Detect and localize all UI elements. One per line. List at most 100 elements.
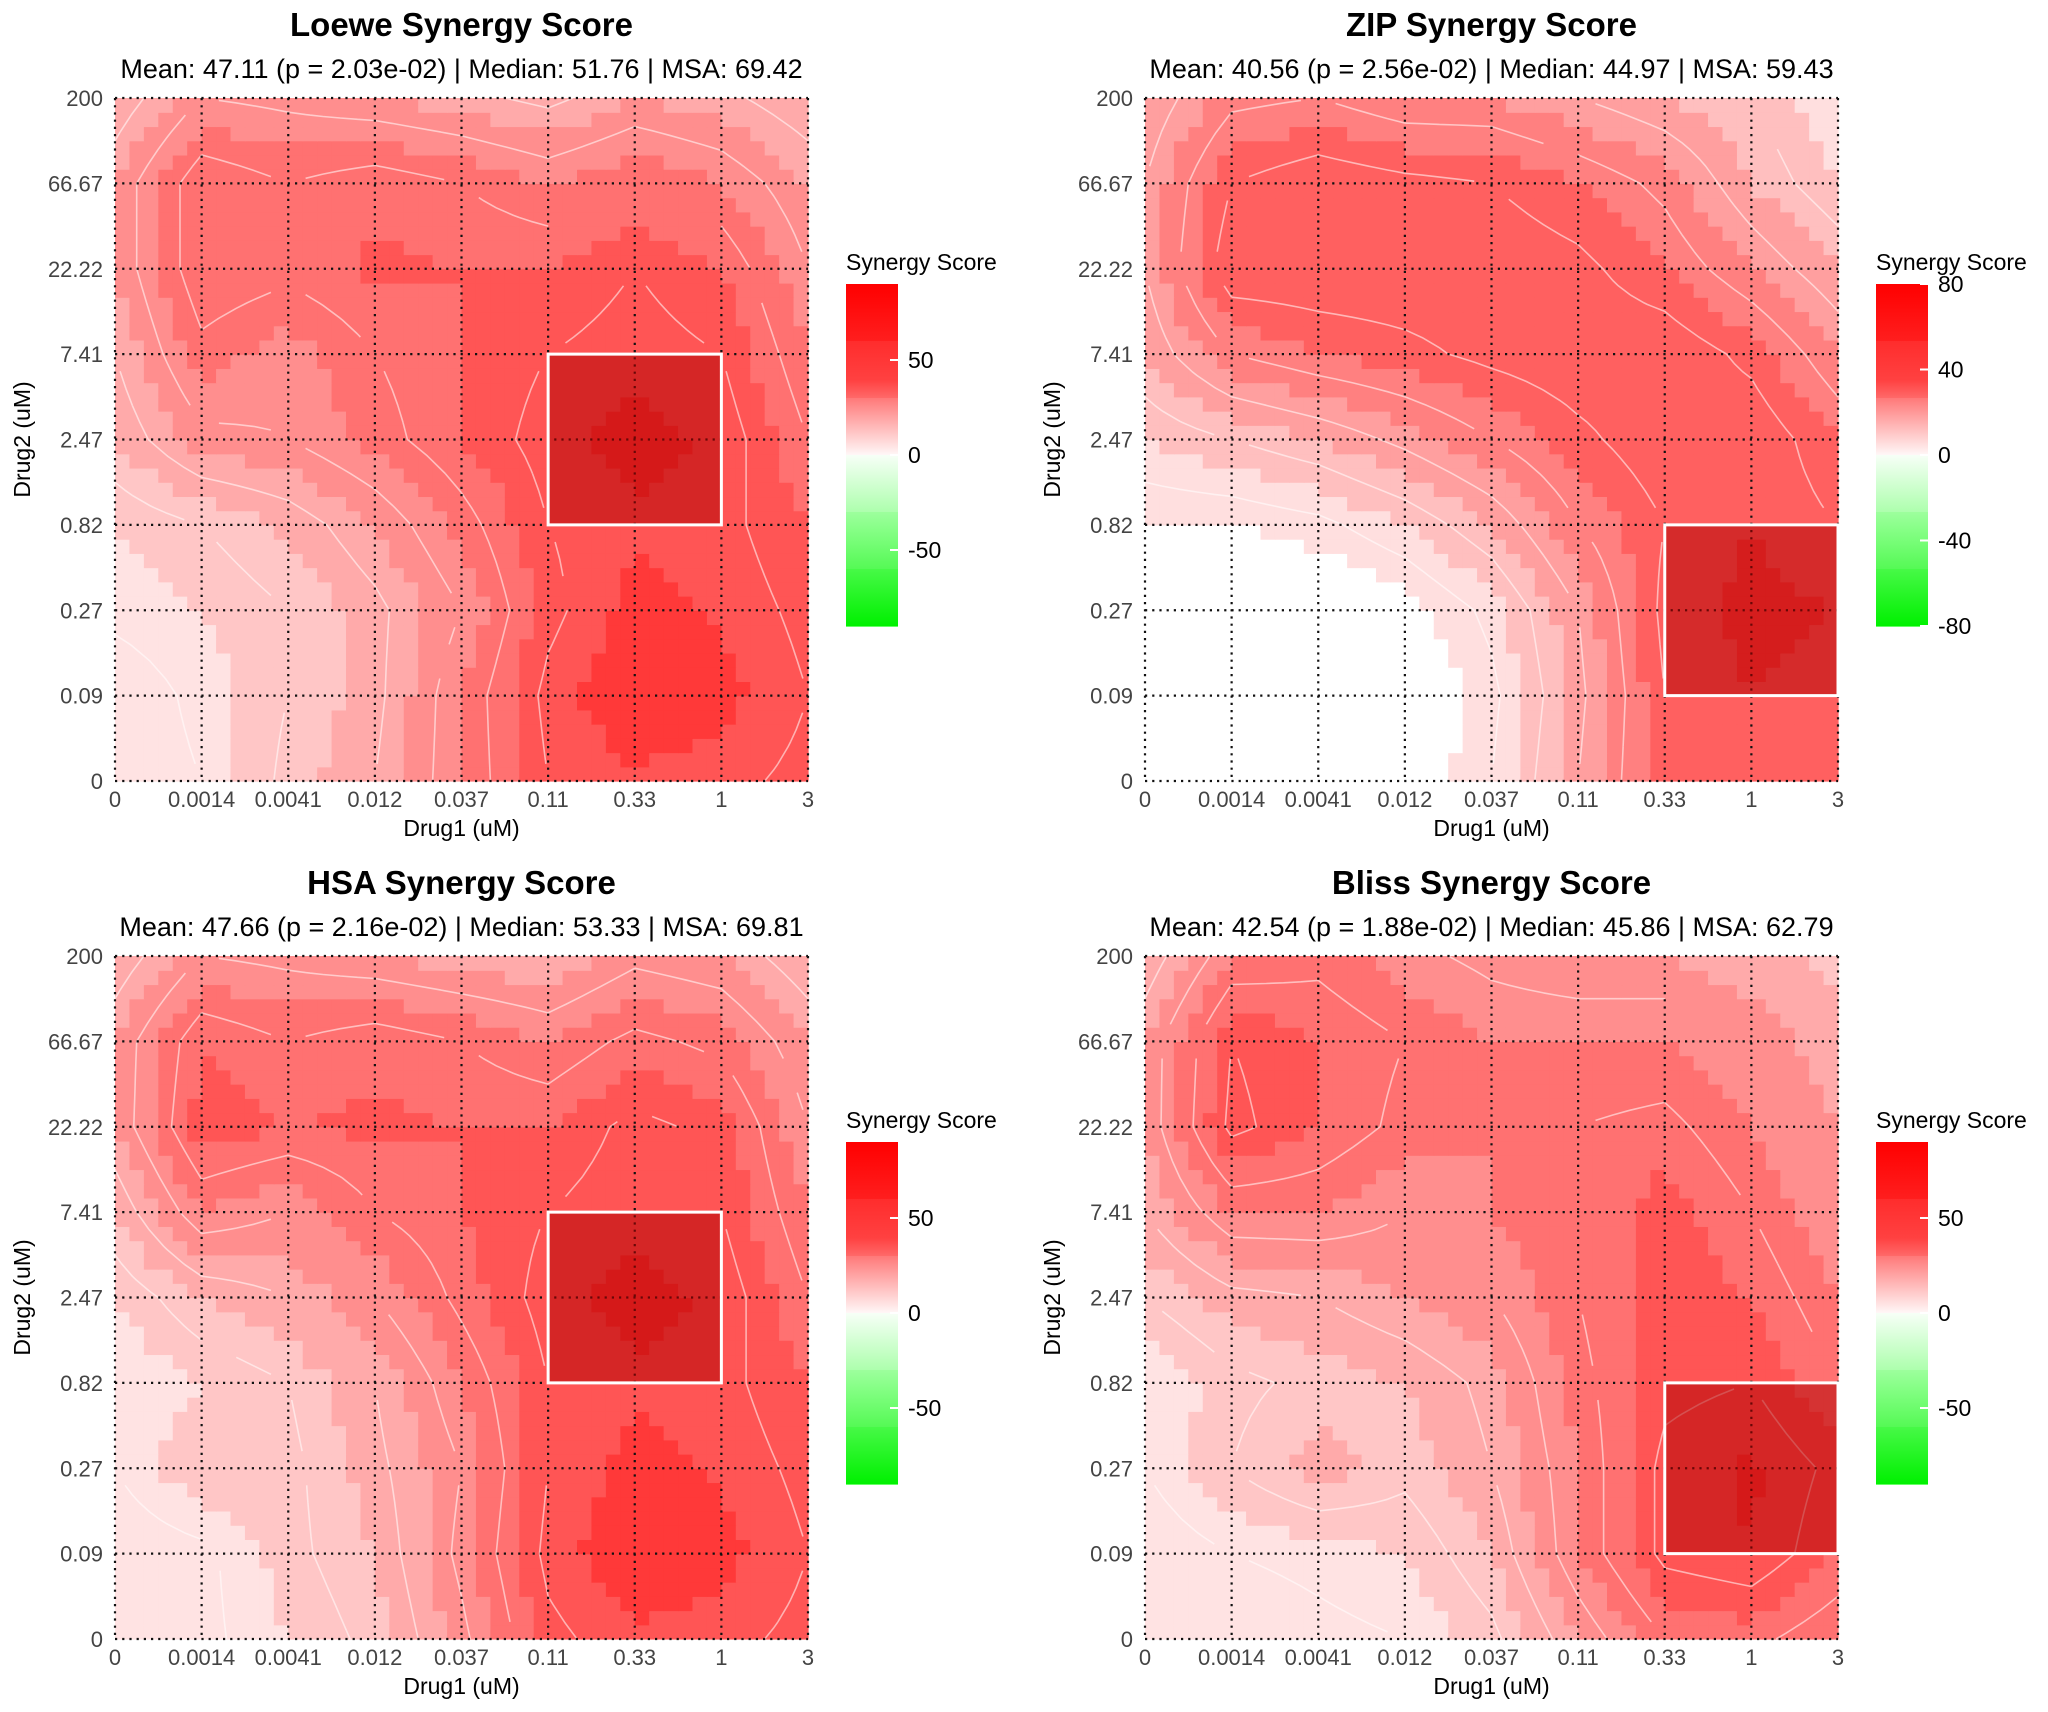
heatmap-cell xyxy=(1665,155,1680,170)
heatmap-cell xyxy=(1809,255,1824,270)
heatmap-cell xyxy=(1232,383,1247,398)
heatmap-cell xyxy=(534,753,549,768)
heatmap-cell xyxy=(1636,525,1651,540)
heatmap-cell xyxy=(231,169,246,184)
heatmap-cell xyxy=(548,169,563,184)
heatmap-cell xyxy=(1217,311,1232,326)
heatmap-cell xyxy=(519,255,534,270)
heatmap-cell xyxy=(1564,525,1579,540)
heatmap-cell xyxy=(259,155,274,170)
heatmap-cell xyxy=(1362,368,1377,383)
heatmap-cell xyxy=(1261,596,1276,611)
heatmap-cell xyxy=(794,240,809,255)
heatmap-cell xyxy=(1304,724,1319,739)
heatmap-cell xyxy=(620,297,635,312)
heatmap-cell xyxy=(534,354,549,369)
heatmap-cell xyxy=(635,112,650,127)
heatmap-cell xyxy=(1347,738,1362,753)
heatmap-cell xyxy=(1636,340,1651,355)
heatmap-cell xyxy=(231,240,246,255)
heatmap-cell xyxy=(1751,169,1766,184)
heatmap-cell xyxy=(1261,525,1276,540)
heatmap-cell xyxy=(591,738,606,753)
heatmap-cell xyxy=(1506,169,1521,184)
heatmap-cell xyxy=(765,440,780,455)
heatmap-cell xyxy=(1780,383,1795,398)
heatmap-cell xyxy=(375,568,390,583)
heatmap-cell xyxy=(1203,710,1218,725)
heatmap-cell xyxy=(1304,98,1319,113)
heatmap-cell xyxy=(1333,681,1348,696)
heatmap-cell xyxy=(707,255,722,270)
heatmap-cell xyxy=(1578,283,1593,298)
heatmap-cell xyxy=(635,667,650,682)
heatmap-cell xyxy=(288,753,303,768)
heatmap-cell xyxy=(360,212,375,227)
heatmap-cell xyxy=(1188,340,1203,355)
heatmap-cell xyxy=(1232,568,1247,583)
heatmap-cell xyxy=(606,326,621,341)
heatmap-cell xyxy=(274,255,289,270)
heatmap-cell xyxy=(1246,639,1261,654)
heatmap-cell xyxy=(115,198,130,213)
heatmap-cell xyxy=(1463,624,1478,639)
heatmap-cell xyxy=(187,212,202,227)
heatmap-cell xyxy=(1506,525,1521,540)
heatmap-cell xyxy=(1477,226,1492,241)
heatmap-cell xyxy=(346,582,361,597)
heatmap-cell xyxy=(1564,340,1579,355)
heatmap-cell xyxy=(1376,141,1391,156)
heatmap-cell xyxy=(274,112,289,127)
heatmap-cell xyxy=(794,326,809,341)
heatmap-cell xyxy=(1390,553,1405,568)
heatmap-cell xyxy=(649,681,664,696)
heatmap-cell xyxy=(1492,326,1507,341)
heatmap-cell xyxy=(1751,496,1766,511)
heatmap-cell xyxy=(1520,368,1535,383)
heatmap-cell xyxy=(1650,511,1665,526)
heatmap-cell xyxy=(1593,397,1608,412)
heatmap-cell xyxy=(288,255,303,270)
heatmap-cell xyxy=(389,297,404,312)
heatmap-cell xyxy=(1275,568,1290,583)
heatmap-cell xyxy=(1665,724,1680,739)
heatmap-cell xyxy=(1376,240,1391,255)
heatmap-cell xyxy=(794,368,809,383)
heatmap-cell xyxy=(1376,183,1391,198)
heatmap-cell xyxy=(476,226,491,241)
heatmap-cell xyxy=(1203,226,1218,241)
heatmap-cell xyxy=(1188,383,1203,398)
heatmap-cell xyxy=(476,1568,491,1583)
heatmap-cell xyxy=(736,454,751,469)
heatmap-cell xyxy=(1289,126,1304,141)
heatmap-cell xyxy=(245,368,260,383)
heatmap-cell xyxy=(1463,568,1478,583)
heatmap-cell xyxy=(519,283,534,298)
heatmap-cell xyxy=(606,696,621,711)
heatmap-cell xyxy=(1636,198,1651,213)
heatmap-cell xyxy=(216,126,231,141)
heatmap-cell xyxy=(1795,738,1810,753)
heatmap-cell xyxy=(1448,169,1463,184)
heatmap-cell xyxy=(1593,525,1608,540)
heatmap-cell xyxy=(1520,183,1535,198)
heatmap-cell xyxy=(779,767,794,782)
heatmap-cell xyxy=(606,525,621,540)
heatmap-cell xyxy=(288,624,303,639)
heatmap-cell xyxy=(1318,724,1333,739)
heatmap-cell xyxy=(274,639,289,654)
heatmap-cell xyxy=(1318,226,1333,241)
heatmap-cell xyxy=(1419,681,1434,696)
heatmap-cell xyxy=(129,596,144,611)
heatmap-cell xyxy=(1636,183,1651,198)
heatmap-cell xyxy=(158,482,173,497)
heatmap-cell xyxy=(476,183,491,198)
heatmap-cell xyxy=(1636,269,1651,284)
heatmap-cell xyxy=(360,383,375,398)
heatmap-cell xyxy=(1477,240,1492,255)
heatmap-cell xyxy=(1145,624,1160,639)
heatmap-cell xyxy=(1593,340,1608,355)
heatmap-cell xyxy=(721,482,736,497)
heatmap-cell xyxy=(1535,411,1550,426)
heatmap-cell xyxy=(404,126,419,141)
